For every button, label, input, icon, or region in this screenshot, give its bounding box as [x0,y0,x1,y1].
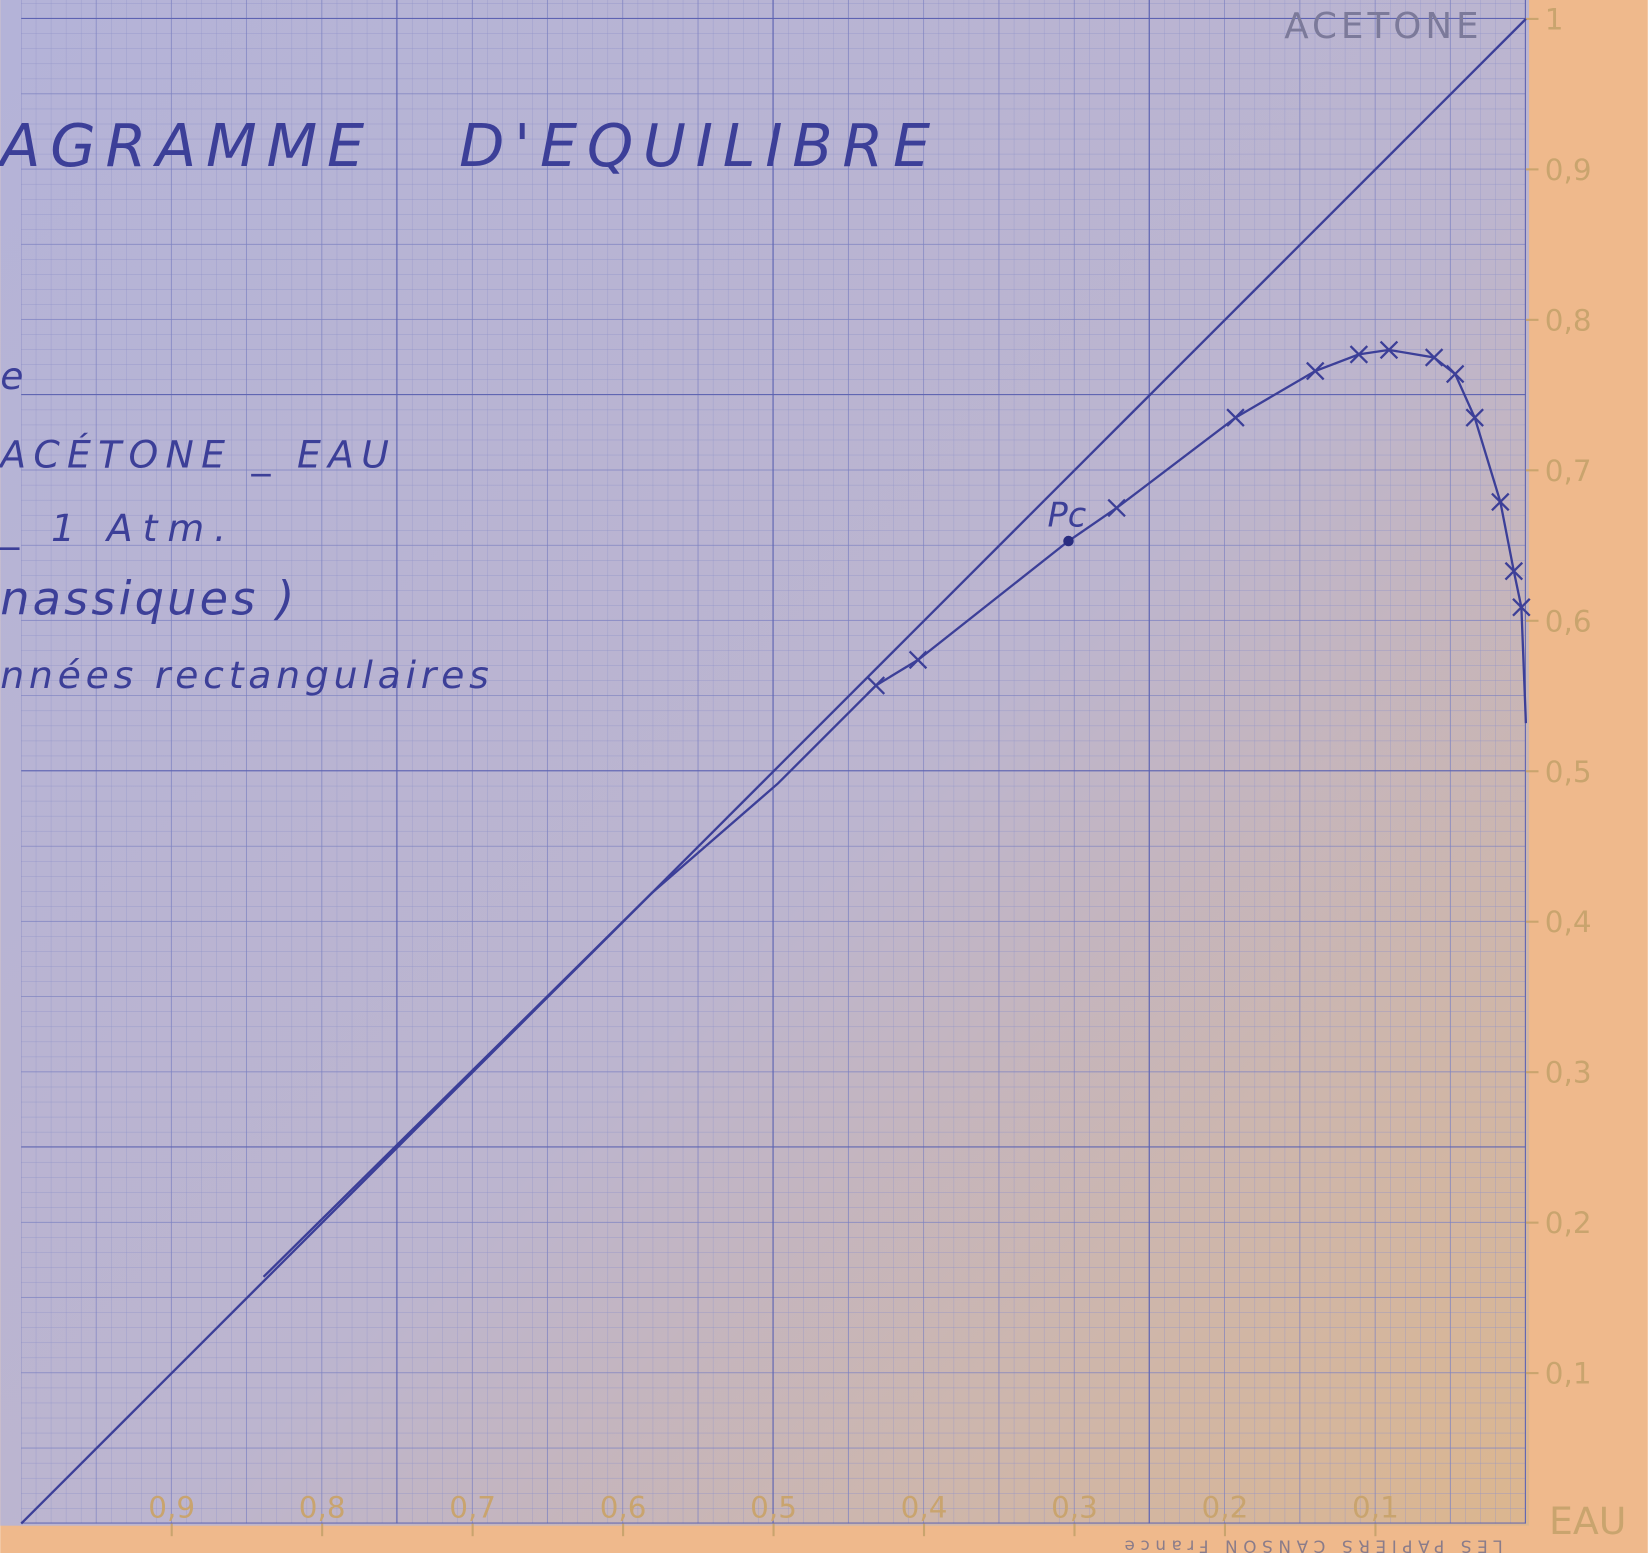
critical-point [1063,536,1074,547]
x-tick-label: 0,9 [148,1490,195,1524]
y-tick-label: 0,9 [1545,153,1592,187]
point-label: Pc [1047,495,1086,534]
y-tick-label: 1 [1545,2,1564,36]
grid-pattern [21,0,1526,1524]
y-tick-label: 0,6 [1545,604,1592,638]
x-tick-label: 0,2 [1202,1490,1249,1524]
y-tick-label: 0,1 [1545,1357,1592,1391]
x-tick-label: 0,7 [449,1490,496,1524]
y-tick-label: 0,4 [1545,905,1592,939]
annotation: e [0,354,23,398]
x-tick-label: 0,1 [1352,1490,1399,1524]
x-tick-label: 0,6 [600,1490,647,1524]
graph-grid [21,0,1526,1524]
y-tick-label: 0,3 [1545,1056,1592,1090]
title: AGRAMME D'EQUILIBRE [0,111,931,180]
x-axis-label: EAU [1549,1499,1626,1543]
y-tick-label: 0,7 [1545,454,1592,488]
y-tick-label: 0,2 [1545,1206,1592,1240]
y-tick-label: 0,5 [1545,755,1592,789]
y-tick-label: 0,8 [1545,303,1592,337]
chart: AGRAMME D'EQUILIBRE ACETONE EAU LES PAPI… [0,0,1648,1553]
x-tick-label: 0,5 [750,1490,797,1524]
y-axis-label: ACETONE [1284,6,1478,47]
x-tick-label: 0,4 [901,1490,948,1524]
annotation: _ 1 Atm. [0,506,226,550]
x-tick-label: 0,3 [1051,1490,1098,1524]
x-tick-label: 0,8 [299,1490,346,1524]
annotation: nassiques ) [0,572,294,626]
